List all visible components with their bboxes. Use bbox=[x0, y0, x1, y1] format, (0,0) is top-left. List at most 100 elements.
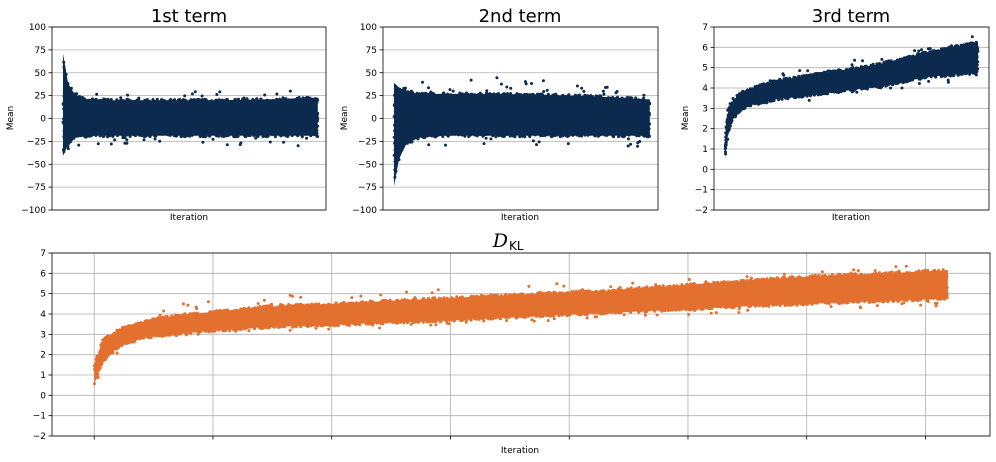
scatter-point bbox=[94, 113, 98, 117]
scatter-point bbox=[510, 125, 514, 129]
scatter-point bbox=[99, 120, 103, 124]
scatter-point bbox=[221, 131, 225, 135]
scatter-point bbox=[144, 100, 148, 104]
scatter-point bbox=[582, 89, 586, 93]
scatter-point bbox=[142, 126, 146, 130]
scatter-point bbox=[406, 90, 410, 94]
scatter-point bbox=[108, 118, 112, 122]
scatter-point bbox=[64, 103, 68, 107]
scatter-point bbox=[98, 134, 102, 137]
scatter-point bbox=[185, 108, 189, 112]
scatter-point bbox=[145, 98, 149, 102]
scatter-point bbox=[154, 131, 158, 135]
scatter-point bbox=[313, 127, 317, 130]
scatter-point bbox=[468, 100, 472, 104]
scatter-point bbox=[248, 121, 252, 125]
scatter-point bbox=[554, 99, 557, 103]
scatter-point bbox=[495, 76, 499, 80]
scatter-point bbox=[95, 101, 99, 105]
scatter-point bbox=[273, 111, 277, 115]
scatter-point bbox=[411, 128, 415, 132]
y-tick-label: −50 bbox=[27, 160, 46, 170]
scatter-point bbox=[251, 98, 255, 101]
scatter-point bbox=[530, 93, 534, 97]
scatter-point bbox=[175, 114, 179, 118]
scatter-point bbox=[511, 118, 515, 122]
scatter-point bbox=[151, 103, 155, 107]
scatter-point bbox=[627, 126, 631, 130]
scatter-point bbox=[533, 132, 537, 136]
scatter-point bbox=[241, 100, 245, 104]
scatter-point bbox=[81, 126, 85, 130]
scatter-point bbox=[495, 99, 499, 103]
scatter-point bbox=[591, 110, 595, 114]
scatter-point bbox=[524, 82, 528, 86]
scatter-point bbox=[548, 112, 552, 116]
scatter-point bbox=[131, 109, 135, 113]
scatter-point bbox=[75, 92, 79, 96]
scatter-point bbox=[483, 123, 487, 127]
scatter-point bbox=[240, 110, 244, 114]
scatter-point bbox=[427, 105, 431, 109]
scatter-point bbox=[62, 132, 66, 136]
scatter-point bbox=[92, 104, 96, 107]
scatter-point bbox=[97, 125, 101, 129]
scatter-point bbox=[68, 135, 72, 139]
scatter-point bbox=[507, 128, 511, 132]
scatter-point bbox=[198, 118, 202, 122]
scatter-point bbox=[82, 131, 86, 135]
scatter-point bbox=[117, 128, 121, 132]
scatter-point bbox=[535, 120, 538, 124]
scatter-point bbox=[127, 102, 131, 106]
scatter-point bbox=[127, 98, 131, 102]
scatter-point bbox=[82, 114, 86, 118]
scatter-point bbox=[406, 133, 410, 137]
scatter-point bbox=[269, 104, 273, 108]
scatter-point bbox=[172, 134, 176, 138]
scatter-point bbox=[275, 97, 279, 101]
scatter-point bbox=[149, 124, 153, 128]
scatter-point bbox=[195, 106, 198, 110]
scatter-point bbox=[71, 93, 75, 97]
scatter-point bbox=[252, 110, 256, 114]
scatter-point bbox=[148, 135, 152, 139]
scatter-point bbox=[104, 130, 108, 133]
scatter-point bbox=[591, 104, 595, 108]
scatter-point bbox=[114, 111, 118, 115]
scatter-point bbox=[158, 114, 161, 118]
scatter-point bbox=[193, 103, 197, 107]
scatter-point bbox=[84, 120, 88, 124]
scatter-point bbox=[224, 109, 228, 113]
scatter-point bbox=[139, 114, 143, 118]
scatter-point bbox=[132, 106, 136, 110]
scatter-point bbox=[91, 107, 95, 110]
scatter-point bbox=[67, 95, 71, 99]
scatter-point bbox=[499, 82, 503, 86]
scatter-point bbox=[103, 117, 106, 120]
scatter-point bbox=[401, 129, 405, 133]
scatter-point bbox=[246, 124, 250, 128]
scatter-point bbox=[132, 133, 135, 137]
scatter-point bbox=[538, 110, 542, 114]
scatter-point bbox=[128, 117, 132, 121]
scatter-point bbox=[469, 122, 473, 126]
scatter-point bbox=[469, 78, 473, 82]
scatter-point bbox=[199, 122, 203, 126]
scatter-point bbox=[262, 133, 265, 137]
scatter-point bbox=[580, 86, 584, 90]
scatter-point bbox=[116, 132, 120, 136]
scatter-point bbox=[237, 97, 240, 101]
scatter-point bbox=[180, 117, 184, 121]
scatter-point bbox=[478, 91, 482, 95]
scatter-point bbox=[126, 93, 130, 97]
scatter-point bbox=[462, 124, 466, 128]
scatter-point bbox=[106, 135, 109, 139]
scatter-point bbox=[213, 111, 217, 115]
scatter-point bbox=[243, 131, 247, 135]
y-tick-label: 50 bbox=[35, 69, 47, 79]
scatter-point bbox=[145, 125, 149, 129]
scatter-point bbox=[316, 98, 320, 102]
scatter-point bbox=[225, 100, 229, 104]
scatter-point bbox=[254, 136, 258, 140]
scatter-point bbox=[300, 135, 304, 139]
